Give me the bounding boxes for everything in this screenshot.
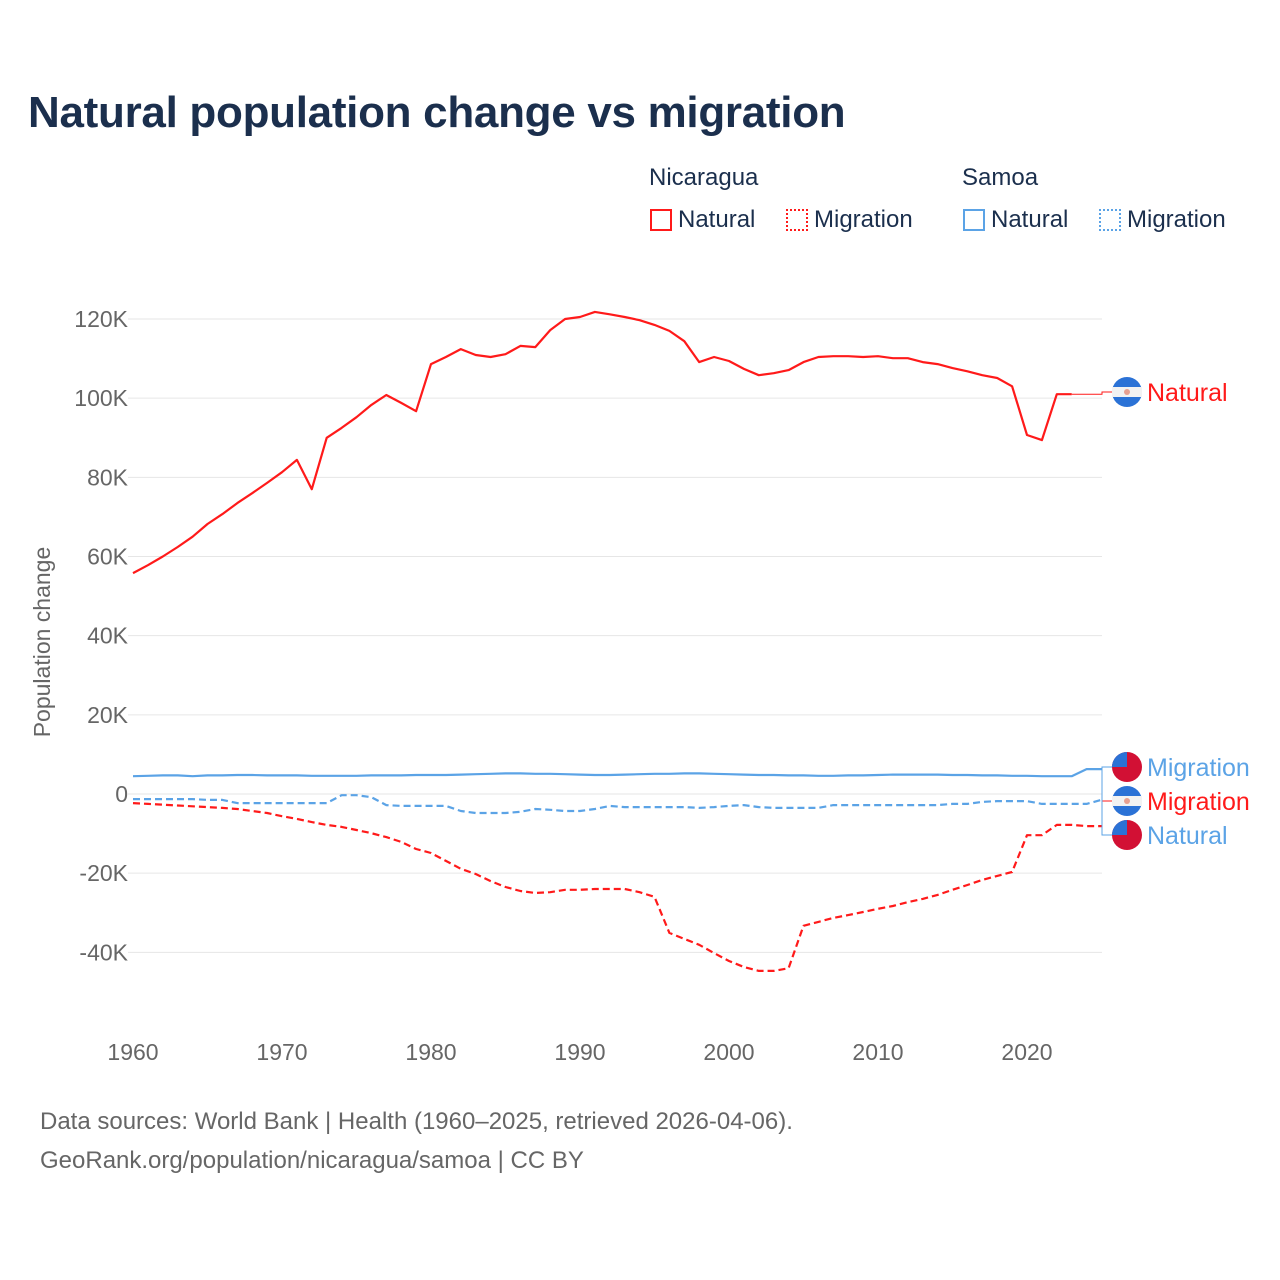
nicaragua-flag-icon (1112, 377, 1142, 407)
chart-title: Natural population change vs migration (28, 88, 846, 137)
end-label: Natural (1147, 822, 1228, 850)
x-tick-label: 1980 (405, 1039, 456, 1065)
y-axis-label: Population change (29, 547, 55, 738)
legend-label: Natural (678, 206, 756, 233)
series-lines (132, 310, 1102, 972)
legend-label: Migration (1127, 206, 1226, 233)
legend-label: Migration (814, 206, 913, 233)
legend-samoa-migration[interactable]: Migration (1099, 206, 1226, 234)
label-connector (1101, 766, 1113, 801)
legend-nicaragua-migration[interactable]: Migration (786, 206, 913, 234)
y-tick-label: 60K (87, 544, 129, 570)
legend-swatch-solid-blue (963, 209, 985, 231)
y-tick-label: 40K (87, 623, 129, 649)
y-tick-label: -40K (79, 939, 128, 965)
end-label: Migration (1147, 754, 1250, 782)
legend-label: Natural (991, 206, 1069, 233)
legend-swatch-dotted-blue (1099, 209, 1121, 231)
series-line-samoa-migration (133, 794, 1102, 815)
y-tick-label: 120K (74, 306, 128, 332)
footer-url[interactable]: GeoRank.org/population/nicaragua/samoa |… (40, 1147, 584, 1174)
label-connector (1101, 768, 1113, 836)
flag-emblem (1124, 798, 1130, 804)
flag-canton (1112, 820, 1127, 835)
series-line-samoa-natural (132, 768, 1102, 778)
x-tick-label: 1970 (256, 1039, 307, 1065)
y-tick-label: 80K (87, 464, 129, 490)
x-tick-label: 2020 (1001, 1039, 1052, 1065)
legend-samoa-natural[interactable]: Natural (963, 206, 1068, 234)
legend-group-nicaragua: Nicaragua (649, 164, 759, 191)
gridlines (128, 318, 1102, 953)
x-tick-label: 1960 (107, 1039, 158, 1065)
nicaragua-flag-icon (1112, 786, 1142, 816)
end-label: Natural (1147, 379, 1228, 407)
end-labels: Natural Migration Natural Migration (1071, 377, 1250, 850)
end-label: Migration (1147, 788, 1250, 816)
legend-nicaragua-natural[interactable]: Natural (650, 206, 755, 234)
label-connector (1071, 391, 1113, 395)
label-connector (1101, 800, 1113, 827)
x-tick-label: 2010 (852, 1039, 903, 1065)
flag-canton (1112, 752, 1127, 767)
y-axis-ticks: -40K -20K 0 20K 40K 60K 80K 100K 120K (74, 306, 128, 965)
x-tick-label: 2000 (703, 1039, 754, 1065)
samoa-flag-icon (1112, 752, 1142, 782)
series-line-nicaragua-migration (132, 802, 1102, 972)
series-line-nicaragua-natural (132, 310, 1072, 575)
x-tick-label: 1990 (554, 1039, 605, 1065)
legend-swatch-dotted-red (786, 209, 808, 231)
x-axis-ticks: 1960 1970 1980 1990 2000 2010 2020 (107, 1039, 1052, 1065)
legend-swatch-solid-red (650, 209, 672, 231)
y-tick-label: 20K (87, 702, 129, 728)
y-tick-label: 0 (115, 781, 128, 807)
y-tick-label: 100K (74, 385, 128, 411)
y-tick-label: -20K (79, 860, 128, 886)
footer-source: Data sources: World Bank | Health (1960–… (40, 1108, 793, 1135)
flag-emblem (1124, 389, 1130, 395)
samoa-flag-icon (1112, 820, 1142, 850)
legend-group-samoa: Samoa (962, 164, 1039, 191)
